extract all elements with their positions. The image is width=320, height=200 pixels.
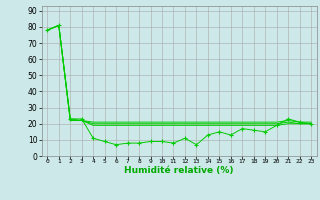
X-axis label: Humidité relative (%): Humidité relative (%) bbox=[124, 166, 234, 175]
